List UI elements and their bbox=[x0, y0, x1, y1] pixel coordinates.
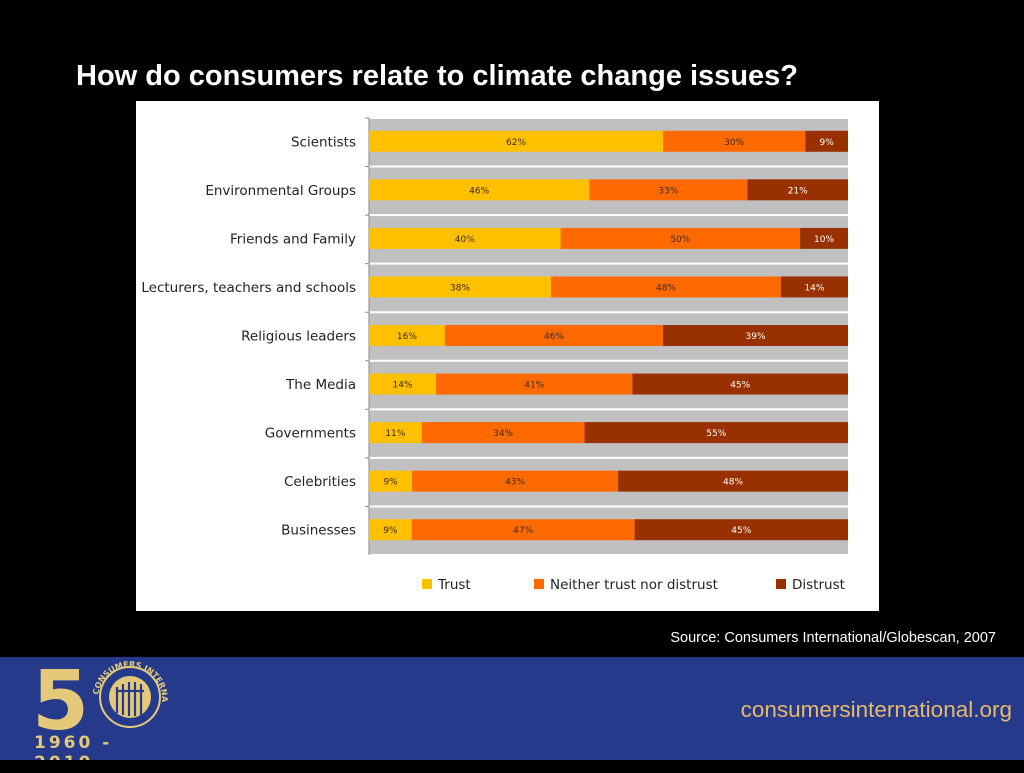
bar-segment bbox=[369, 470, 413, 492]
data-label: 34% bbox=[493, 429, 513, 439]
data-label: 10% bbox=[814, 235, 834, 245]
category-label: Scientists bbox=[291, 134, 356, 150]
bar-segment bbox=[800, 227, 848, 249]
category-label: Religious leaders bbox=[241, 329, 356, 345]
data-label: 38% bbox=[450, 283, 470, 293]
footer-bottom-strip bbox=[0, 760, 1024, 768]
chart-panel: Scientists 62% 30% 9% Environmental Groups 46… bbox=[136, 101, 879, 611]
slide-title: How do consumers relate to climate chang… bbox=[76, 60, 798, 92]
data-label: 46% bbox=[544, 332, 564, 342]
data-label: 14% bbox=[804, 283, 824, 293]
data-label: 30% bbox=[724, 138, 744, 148]
data-label: 41% bbox=[524, 381, 544, 391]
category-label: Friends and Family bbox=[230, 231, 356, 247]
bar-segment bbox=[369, 325, 445, 346]
data-label: 55% bbox=[706, 429, 726, 439]
category-label: Lecturers, teachers and schools bbox=[141, 280, 356, 296]
data-label: 16% bbox=[397, 332, 417, 342]
data-label: 48% bbox=[656, 283, 676, 293]
globe-icon bbox=[99, 666, 161, 728]
data-label: 21% bbox=[788, 186, 808, 196]
category-label: The Media bbox=[285, 377, 356, 393]
legend-label: Neither trust nor distrust bbox=[550, 577, 718, 593]
bar-segment bbox=[632, 373, 848, 395]
logo-number: 5 bbox=[32, 657, 89, 737]
bar-segment bbox=[747, 179, 848, 201]
legend-swatch bbox=[422, 579, 432, 589]
category-label: Celebrities bbox=[284, 474, 356, 490]
data-label: 9% bbox=[820, 138, 835, 148]
bar-segment bbox=[560, 227, 801, 249]
bar-segment bbox=[411, 519, 635, 541]
website-link[interactable]: consumersinternational.org bbox=[740, 697, 1012, 722]
bar-segment bbox=[551, 276, 781, 298]
data-label: 9% bbox=[383, 478, 398, 488]
source-note: Source: Consumers International/Globesca… bbox=[670, 630, 996, 646]
data-label: 62% bbox=[506, 138, 526, 148]
data-label: 11% bbox=[385, 429, 405, 439]
bar-segment bbox=[369, 373, 437, 395]
bar-segment bbox=[369, 276, 552, 298]
footer-banner: 5 CONSUMERS INTERNATIONAL 1960 - 2010 co… bbox=[0, 650, 1024, 773]
data-label: 45% bbox=[730, 381, 750, 391]
data-label: 33% bbox=[658, 186, 678, 196]
category-label: Businesses bbox=[281, 523, 356, 539]
bar-segment bbox=[369, 227, 561, 249]
category-label: Environmental Groups bbox=[205, 183, 356, 199]
bar-segment bbox=[805, 130, 848, 152]
bar-segment bbox=[369, 519, 412, 541]
data-label: 48% bbox=[723, 478, 743, 488]
bar-segment bbox=[369, 179, 590, 201]
bar-segment bbox=[634, 519, 848, 541]
anniversary-logo: 5 CONSUMERS INTERNATIONAL 1960 - 2010 bbox=[27, 650, 180, 773]
data-label: 14% bbox=[393, 381, 413, 391]
legend-label: Distrust bbox=[792, 577, 845, 593]
data-label: 47% bbox=[513, 526, 533, 536]
bar-segment bbox=[618, 470, 848, 492]
bar-segment bbox=[444, 325, 664, 346]
data-label: 40% bbox=[455, 235, 475, 245]
data-label: 50% bbox=[670, 235, 690, 245]
bar-segment bbox=[421, 422, 585, 444]
data-label: 46% bbox=[469, 186, 489, 196]
legend-label: Trust bbox=[437, 577, 471, 593]
bar-segment bbox=[589, 179, 748, 201]
bar-segment bbox=[780, 276, 848, 298]
legend-swatch bbox=[534, 579, 544, 589]
bar-segment bbox=[369, 130, 664, 152]
bar-segment bbox=[663, 130, 806, 152]
data-label: 39% bbox=[746, 332, 766, 342]
bar-segment bbox=[584, 422, 848, 444]
legend-swatch bbox=[776, 579, 786, 589]
bar-segment bbox=[436, 373, 633, 395]
bar-segment bbox=[663, 325, 848, 346]
data-label: 43% bbox=[505, 478, 525, 488]
data-label: 9% bbox=[383, 526, 398, 536]
bar-segment bbox=[369, 422, 422, 444]
bar-segment bbox=[412, 470, 619, 492]
category-label: Governments bbox=[265, 426, 356, 442]
data-label: 45% bbox=[731, 526, 751, 536]
stacked-bar-chart: Scientists 62% 30% 9% Environmental Groups 46… bbox=[141, 117, 848, 593]
